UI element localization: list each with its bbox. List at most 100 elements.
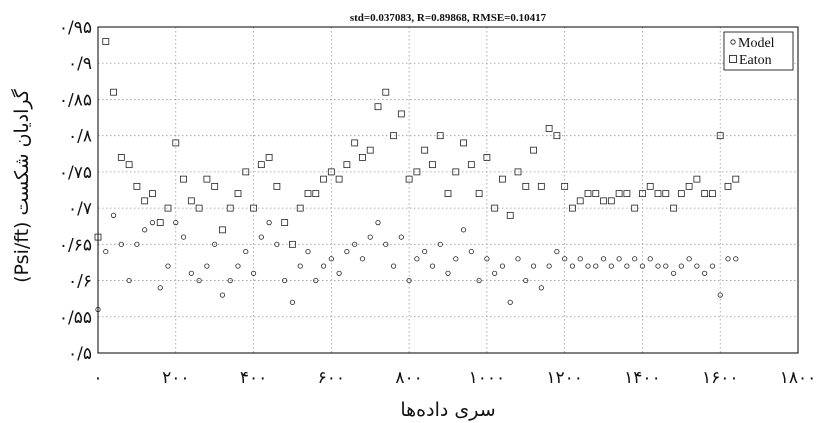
y-tick-label: ۰/۹ [68,54,92,74]
x-axis-label: سری داده‌ها [400,399,495,421]
data-point-eaton [491,204,499,212]
data-point-model [188,270,194,276]
data-point-model [639,263,646,269]
data-point-model [110,212,117,218]
data-point-model [95,306,101,313]
data-point-model [274,241,280,247]
data-point-eaton [273,182,281,190]
data-point-model [624,263,630,269]
data-point-eaton [149,190,156,198]
legend: Model Eaton [723,31,794,71]
data-point-model [593,263,599,269]
data-point-eaton [646,182,654,190]
y-tick-label: ۰/۵ [68,344,92,364]
data-point-model [616,256,622,262]
data-point-model [670,270,677,276]
data-point-model [453,256,459,262]
legend-label-eaton: Eaton [739,53,772,68]
x-tick-label: ۶۰۰ [318,368,345,388]
y-axis-label: گرادیان شکست (Psi/ft) [10,88,33,283]
data-point-eaton [234,190,242,198]
data-point-eaton [351,139,359,147]
data-point-eaton [584,190,592,198]
data-point-eaton [499,175,506,183]
data-point-model [320,263,327,269]
data-point-eaton [242,168,250,176]
data-point-model [196,277,202,284]
data-point-model [422,248,428,255]
data-point-model [266,220,272,226]
y-tick-label: ۰/۸۵ [59,90,92,110]
data-point-eaton [343,161,351,169]
data-point-eaton [397,110,405,118]
data-point-model [328,256,334,262]
data-point-model [523,277,529,284]
data-point-model [336,270,342,276]
data-point-model [297,263,303,269]
data-point-eaton [592,190,600,198]
data-point-eaton [631,204,639,212]
data-point-eaton [561,182,569,190]
data-point-model [686,256,692,262]
y-tick-label: ۰/۷۵ [59,163,92,183]
data-point-eaton [607,197,615,205]
x-tick-label: ۴۰۰ [240,368,267,388]
x-tick-label: ۲۰۰ [162,368,189,388]
data-point-model [165,263,171,269]
data-point-model [352,241,358,247]
data-point-eaton [374,103,382,111]
data-point-eaton [219,226,226,234]
data-point-model [414,256,420,262]
data-point-model [499,263,506,269]
data-point-eaton [452,168,460,176]
data-point-model [344,248,350,255]
data-point-eaton [195,204,203,212]
data-point-model [709,263,716,269]
x-tick-labels: ۰ ۲۰۰ ۴۰۰ ۶۰۰ ۸۰۰ ۱۰۰۰ ۱۲۰۰ ۱۴۰۰ ۱۶۰۰ ۱۸۰۰ [93,368,816,388]
data-point-eaton [172,139,180,147]
data-point-model [663,263,669,269]
series-model [95,212,739,313]
legend-box [723,31,794,71]
data-point-eaton [125,161,133,169]
data-point-model [484,256,490,262]
y-tick-labels: ۰/۵ ۰/۵۵ ۰/۶ ۰/۶۵ ۰/۷ ۰/۷۵ ۰/۸ ۰/۸۵ ۰/۹ ۰/۹۵ [59,18,92,364]
data-point-model [204,263,210,269]
x-tick-label: ۰ [93,368,102,388]
data-point-eaton [257,161,265,169]
data-point-model [538,285,544,291]
data-point-model [406,277,412,284]
data-point-eaton [460,139,467,147]
plot-frame [97,26,799,354]
data-point-model [282,277,288,284]
data-point-eaton [506,211,514,219]
data-point-eaton [514,168,522,176]
data-point-eaton [281,219,289,227]
data-point-model [212,241,218,247]
data-point-model [437,241,443,247]
data-point-model [398,234,404,240]
data-point-model [383,241,389,247]
data-point-eaton [164,204,172,212]
data-point-model [289,299,296,305]
data-point-eaton [467,161,475,169]
data-point-model [250,270,257,276]
data-point-model [562,256,568,262]
data-point-model [243,248,249,255]
data-point-eaton [483,153,491,161]
data-point-eaton [413,168,421,176]
data-point-eaton [312,190,320,198]
data-point-model [608,263,614,269]
data-point-eaton [553,132,561,140]
x-tick-label: ۱۸۰۰ [780,368,817,388]
data-point-model [647,256,653,262]
data-point-model [103,248,109,255]
data-point-model [694,263,700,269]
data-point-eaton [654,190,662,198]
y-tick-label: ۰/۶۵ [59,235,92,255]
data-point-eaton [250,204,257,212]
data-point-model [733,256,739,262]
data-point-eaton [366,146,374,154]
data-point-model [554,248,560,255]
